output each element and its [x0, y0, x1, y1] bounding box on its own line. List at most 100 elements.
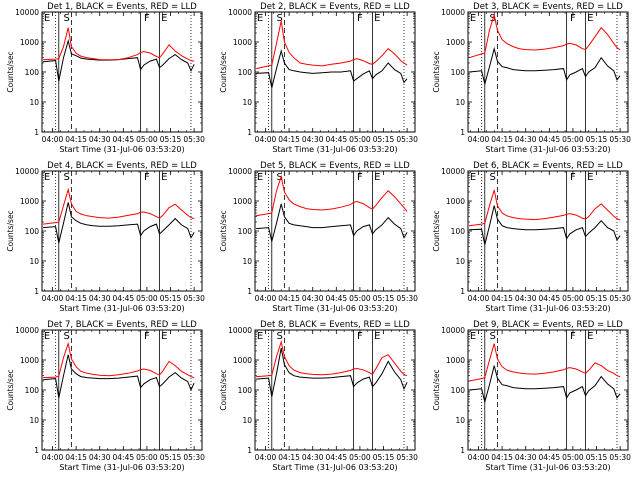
y-tick-label: 100 [25, 68, 40, 77]
region-letter: F [357, 172, 363, 183]
x-tick-label: 04:45 [326, 294, 348, 303]
region-letter: E [587, 331, 593, 342]
x-tick-label: 04:30 [302, 453, 324, 462]
region-letter: S [63, 13, 69, 24]
region-letter: E [257, 13, 263, 24]
panel-title: Det 9, BLACK = Events, RED = LLD [473, 320, 623, 330]
lld-series-line [43, 187, 195, 225]
x-tick-label: 05:15 [586, 294, 608, 303]
y-tick-label: 1 [34, 446, 39, 455]
x-axis-label: Start Time (31-Jul-06 03:53:20) [485, 145, 610, 154]
x-tick-label: 04:45 [539, 453, 561, 462]
x-tick-label: 04:15 [278, 453, 300, 462]
y-tick-label: 1 [34, 287, 39, 296]
y-tick-label: 1 [34, 128, 39, 137]
x-tick-label: 05:30 [183, 135, 205, 144]
panel-title: Det 2, BLACK = Events, RED = LLD [260, 2, 410, 12]
y-tick-label: 1000 [446, 197, 465, 206]
y-tick-label: 10 [455, 257, 465, 266]
region-letter: E [257, 331, 263, 342]
y-tick-label: 10 [455, 98, 465, 107]
x-axis-label: Start Time (31-Jul-06 03:53:20) [272, 145, 397, 154]
region-letter: E [470, 13, 476, 24]
y-tick-label: 100 [25, 386, 40, 395]
region-letter: S [276, 331, 282, 342]
lld-series-line [469, 343, 621, 382]
y-tick-label: 1000 [233, 197, 252, 206]
x-axis-label: Start Time (31-Jul-06 03:53:20) [485, 463, 610, 472]
region-letter: F [570, 13, 576, 24]
x-tick-label: 04:00 [42, 294, 64, 303]
panel-title: Det 6, BLACK = Events, RED = LLD [473, 161, 623, 171]
region-letter: E [470, 331, 476, 342]
lld-series-line [256, 339, 408, 378]
region-letter: E [161, 331, 167, 342]
x-tick-label: 05:00 [349, 294, 371, 303]
y-axis-label: Counts/sec [6, 210, 15, 251]
x-tick-label: 04:30 [515, 135, 537, 144]
x-tick-label: 04:30 [89, 135, 111, 144]
region-letter: F [144, 331, 150, 342]
y-tick-label: 1000 [446, 356, 465, 365]
x-tick-label: 04:00 [468, 135, 490, 144]
events-series-line [469, 46, 621, 86]
x-tick-label: 05:15 [160, 294, 182, 303]
y-axis-label: Counts/sec [219, 369, 228, 410]
y-axis-label: Counts/sec [219, 51, 228, 92]
x-tick-label: 04:45 [113, 135, 135, 144]
x-tick-label: 05:30 [183, 294, 205, 303]
panel-title: Det 3, BLACK = Events, RED = LLD [473, 2, 623, 12]
region-letter: F [144, 172, 150, 183]
region-letter: E [587, 13, 593, 24]
y-tick-label: 10000 [441, 8, 465, 17]
y-tick-label: 1 [247, 446, 252, 455]
x-tick-label: 04:30 [89, 294, 111, 303]
x-tick-label: 05:00 [349, 453, 371, 462]
y-tick-label: 10 [242, 257, 252, 266]
x-axis-label: Start Time (31-Jul-06 03:53:20) [59, 304, 184, 313]
y-tick-label: 1000 [233, 38, 252, 47]
x-tick-label: 04:15 [491, 135, 513, 144]
y-tick-label: 10000 [441, 167, 465, 176]
x-tick-label: 04:30 [89, 453, 111, 462]
y-tick-label: 10000 [228, 326, 252, 335]
y-tick-label: 10000 [441, 326, 465, 335]
x-tick-label: 04:00 [468, 294, 490, 303]
x-tick-label: 04:00 [255, 453, 277, 462]
x-tick-label: 04:15 [491, 453, 513, 462]
region-letter: E [374, 331, 380, 342]
x-tick-label: 05:15 [160, 453, 182, 462]
x-tick-label: 05:00 [562, 453, 584, 462]
x-tick-label: 04:00 [255, 294, 277, 303]
y-tick-label: 100 [238, 386, 253, 395]
x-tick-label: 04:00 [42, 135, 64, 144]
lld-series-line [43, 27, 195, 62]
region-letter: E [587, 172, 593, 183]
x-tick-label: 05:00 [562, 135, 584, 144]
y-tick-label: 1 [247, 128, 252, 137]
events-series-line [256, 348, 408, 397]
x-tick-label: 04:15 [65, 135, 87, 144]
events-series-line [469, 365, 621, 404]
region-letter: S [63, 331, 69, 342]
y-tick-label: 100 [451, 386, 466, 395]
y-tick-label: 10 [242, 416, 252, 425]
region-letter: E [470, 172, 476, 183]
x-tick-label: 05:00 [136, 135, 158, 144]
x-tick-label: 05:15 [160, 135, 182, 144]
x-tick-label: 05:30 [609, 294, 631, 303]
x-tick-label: 04:15 [278, 294, 300, 303]
x-tick-label: 05:00 [562, 294, 584, 303]
x-axis-label: Start Time (31-Jul-06 03:53:20) [272, 463, 397, 472]
y-tick-label: 1000 [20, 38, 39, 47]
x-axis-label: Start Time (31-Jul-06 03:53:20) [485, 304, 610, 313]
region-letter: F [357, 13, 363, 24]
